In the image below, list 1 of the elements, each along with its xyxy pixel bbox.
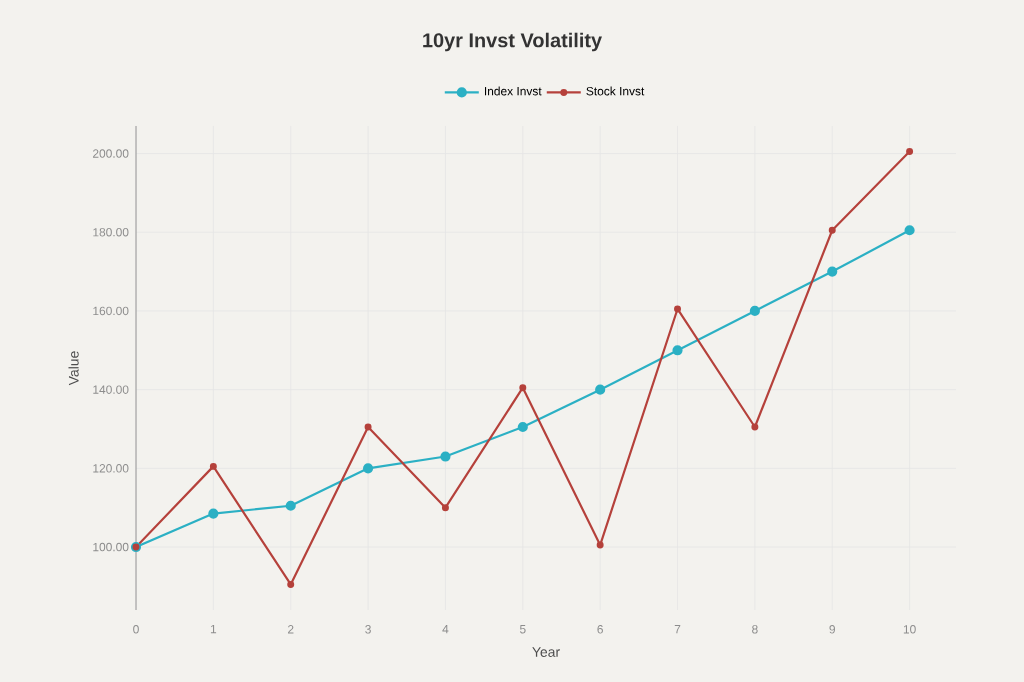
chart-title: 10yr Invst Volatility [423, 32, 602, 52]
